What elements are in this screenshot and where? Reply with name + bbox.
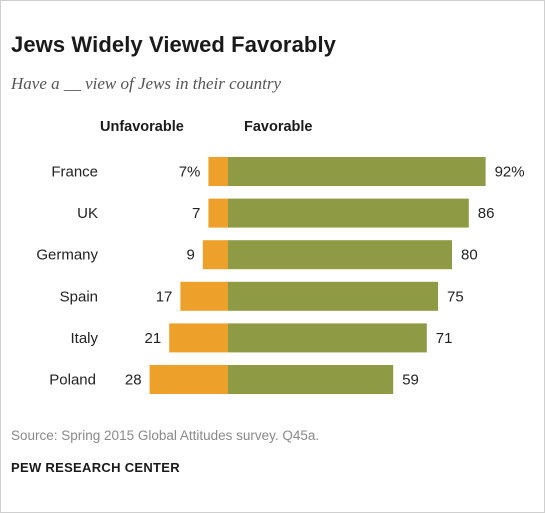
category-label: Italy — [70, 330, 98, 347]
bar-unfavorable — [169, 323, 228, 353]
value-label-favorable: 80 — [461, 247, 478, 264]
chart-title: Jews Widely Viewed Favorably — [11, 32, 337, 57]
bar-favorable — [228, 198, 469, 228]
value-label-unfavorable: 17 — [156, 288, 173, 305]
value-label-unfavorable: 9 — [186, 247, 194, 264]
bar-unfavorable — [202, 240, 228, 270]
source-note: Source: Spring 2015 Global Attitudes sur… — [11, 428, 320, 443]
bar-favorable — [228, 323, 427, 353]
legend-favorable: Favorable — [244, 119, 313, 135]
value-label-unfavorable: 7% — [179, 164, 201, 181]
value-label-unfavorable: 21 — [145, 330, 162, 347]
chart-subtitle: Have a __ view of Jews in their country — [11, 74, 282, 93]
bar-favorable — [228, 281, 438, 311]
category-label: France — [51, 164, 98, 181]
value-label-favorable: 92% — [495, 164, 525, 181]
value-label-unfavorable: 7 — [192, 205, 200, 222]
category-label: UK — [77, 205, 98, 222]
bar-unfavorable — [208, 157, 228, 186]
bar-favorable — [228, 240, 452, 270]
bar-unfavorable — [149, 365, 228, 394]
legend-unfavorable: Unfavorable — [100, 119, 184, 135]
value-label-favorable: 59 — [402, 372, 419, 389]
category-label: Germany — [36, 247, 98, 264]
category-label: Poland — [49, 372, 96, 389]
value-label-favorable: 86 — [478, 205, 495, 222]
bars-group: 7% 92% France 7 86 UK 9 80 Germany 17 75 Spain 21 71 I… — [36, 157, 525, 394]
bar-unfavorable — [208, 198, 228, 228]
bar-favorable — [228, 365, 394, 394]
value-label-favorable: 75 — [447, 288, 464, 305]
bar-favorable — [228, 157, 486, 186]
value-label-unfavorable: 28 — [125, 372, 142, 389]
bar-unfavorable — [180, 281, 228, 311]
category-label: Spain — [60, 288, 98, 305]
value-label-favorable: 71 — [436, 330, 453, 347]
credit-line: PEW RESEARCH CENTER — [11, 460, 180, 475]
